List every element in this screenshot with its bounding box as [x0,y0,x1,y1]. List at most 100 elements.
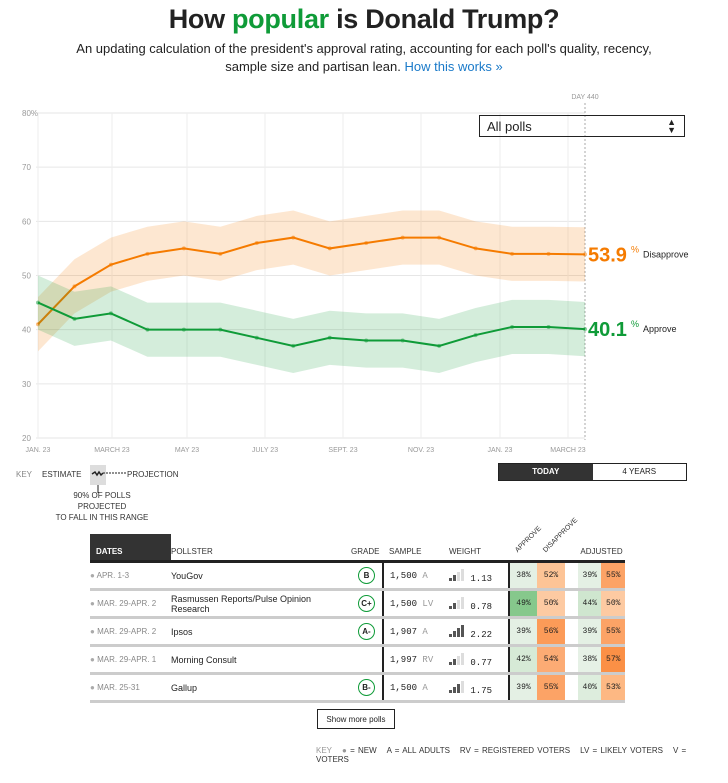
y-tick-label: 50 [22,272,31,281]
x-tick-label: MARCH 23 [94,447,130,454]
subtitle: An updating calculation of the president… [76,41,652,74]
adjusted-disapprove-cell: 55% [601,617,625,647]
x-tick-label: JAN. 23 [488,447,513,454]
poll-dates: ● MAR. 25-31 [90,673,171,703]
col-approve: APPROVE [509,525,543,563]
how-this-works-link[interactable]: How this works » [404,59,503,74]
approve-cell: 49% [509,589,537,619]
disapprove-label: Disapprove [643,249,689,259]
weight-bars-icon [449,568,464,581]
sample-size: 1,500 A [383,561,437,591]
adjusted-approve-cell: 38% [578,645,602,675]
pollster-name: Rasmussen Reports/Pulse Opinion Research [171,589,351,619]
estimate-projection-icon [91,470,126,493]
adjusted-approve-cell: 39% [578,617,602,647]
percent-sign: % [631,319,639,329]
range-band-approve [38,275,585,373]
key-projection: PROJECTION [127,470,179,479]
pollster-grade [351,645,384,675]
y-tick-label: 60 [22,217,31,226]
poll-dates: ● MAR. 29-APR. 1 [90,645,171,675]
range-band-disapprove [38,210,585,352]
table-row: ● MAR. 29-APR. 1 Morning Consult 1,997 R… [90,645,625,675]
poll-weight: 0.78 [437,589,510,619]
trend-line-disapprove [37,236,586,325]
y-tick-label: 40 [22,326,31,335]
x-tick-label: JAN. 23 [26,447,51,454]
col-dates: DATES [90,534,171,563]
select-arrows-icon: ▲ ▼ [667,117,676,135]
key-range-note: 90% OF POLLS PROJECTED TO FALL IN THIS RA… [55,491,149,522]
polls-table: DATES POLLSTER GRADE SAMPLE WEIGHT APPRO… [90,517,625,703]
x-tick-label: MARCH 23 [550,447,586,454]
table-row: ● MAR. 29-APR. 2 Ipsos A- 1,907 A 2.22 3… [90,617,625,647]
adjusted-approve-cell: 40% [578,673,602,703]
x-tick-label: MAY 23 [175,447,199,454]
poll-dates: ● MAR. 29-APR. 2 [90,589,171,619]
tab-4-years[interactable]: 4 YEARS [622,467,657,476]
trend-line-approve [37,301,586,347]
y-tick-label: 30 [22,380,31,389]
poll-dates: ● APR. 1-3 [90,561,171,591]
table-row: ● APR. 1-3 YouGov B 1,500 A 1.13 38% 52%… [90,561,625,591]
sample-size: 1,500 A [383,673,437,703]
percent-sign: % [631,244,639,254]
adjusted-disapprove-cell: 57% [601,645,625,675]
tab-today[interactable]: TODAY [499,464,593,480]
x-tick-label: SEPT. 23 [328,447,357,454]
footer-key: KEY ● = NEW A = ALL ADULTS RV = REGISTERED … [316,746,687,764]
pollster-grade: A- [351,617,384,647]
sample-size: 1,907 A [383,617,437,647]
approve-cell: 42% [509,645,537,675]
weight-bars-icon [449,680,464,693]
approve-value: 40.1 [588,319,627,341]
poll-weight: 1.13 [437,561,510,591]
disapprove-cell: 54% [537,645,565,675]
poll-weight: 1.75 [437,673,510,703]
adjusted-disapprove-cell: 53% [601,673,625,703]
col-disapprove: DISAPPROVE [537,517,579,563]
disapprove-cell: 52% [537,561,565,591]
col-sample: SAMPLE [383,534,437,563]
pollster-grade: B [351,561,384,591]
disapprove-cell: 55% [537,673,565,703]
approve-cell: 39% [509,617,537,647]
y-tick-label: 20 [22,434,31,443]
weight-bars-icon [449,652,464,665]
x-tick-label: NOV. 23 [408,447,434,454]
pollster-name: Morning Consult [171,645,351,675]
page-title: How popular is Donald Trump? [168,4,560,34]
adjusted-approve-cell: 44% [578,589,602,619]
adjusted-disapprove-cell: 55% [601,561,625,591]
pollster-name: Gallup [171,673,351,703]
col-adjusted: ADJUSTED [578,534,625,563]
disapprove-cell: 50% [537,589,565,619]
table-row: ● MAR. 29-APR. 2 Rasmussen Reports/Pulse… [90,589,625,619]
poll-filter-select[interactable]: All polls ▲ ▼ [479,115,685,137]
day-marker-label: DAY 440 [571,94,598,101]
time-range-toggle: TODAY 4 YEARS [498,463,687,481]
adjusted-approve-cell: 39% [578,561,602,591]
col-pollster: POLLSTER [171,534,351,563]
y-tick-label: 80% [22,109,38,118]
poll-weight: 0.77 [437,645,510,675]
y-tick-label: 70 [22,163,31,172]
col-weight: WEIGHT [437,534,509,563]
x-tick-label: JULY 23 [252,447,278,454]
col-grade: GRADE [351,534,383,563]
approve-cell: 39% [509,673,537,703]
key-estimate: ESTIMATE [42,470,82,479]
poll-weight: 2.22 [437,617,510,647]
approval-chart: 80% 70 60 50 40 30 20 JAN. 23 MARCH 23 MAY 23 JULY… [22,94,689,454]
approve-cell: 38% [509,561,537,591]
sample-size: 1,500 LV [383,589,437,619]
pollster-grade: B- [351,673,384,703]
approve-label: Approve [643,324,677,334]
key-label: KEY [16,470,33,479]
table-row: ● MAR. 25-31 Gallup B- 1,500 A 1.75 39% … [90,673,625,703]
show-more-polls-button[interactable]: Show more polls [317,709,395,729]
pollster-grade: C+ [351,589,384,619]
range-band-swatch [90,465,106,485]
weight-bars-icon [449,624,464,637]
pollster-name: YouGov [171,561,351,591]
